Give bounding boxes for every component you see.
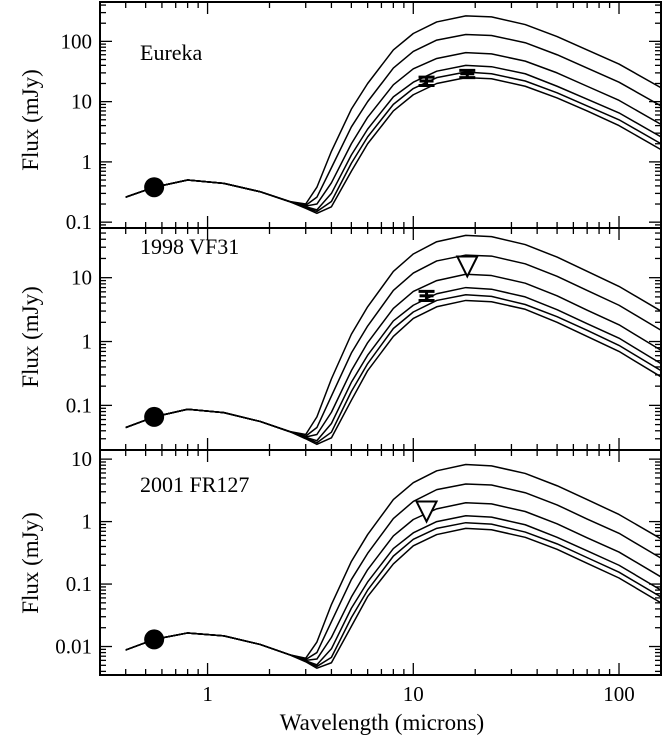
y-tick-label: 10 [71,266,92,290]
y-tick-label: 1 [82,510,93,534]
upper-limit-triangle [414,500,439,524]
y-tick-label: 0.01 [55,635,92,659]
model-curve-4 [125,502,662,662]
y-tick-label: 0.1 [66,210,92,234]
object-label-2001-fr127: 2001 FR127 [140,472,249,497]
panel-1998-vf31: 1998 VF31 Flux (mJy) 0.1 1 10 [18,227,662,451]
model-curve-3 [125,64,662,211]
model-curve-5 [125,483,662,661]
optical-flux-point [144,629,165,650]
model-curve-5 [125,33,662,207]
model-curve-3 [125,286,662,442]
model-curve-2 [125,521,662,668]
x-tick-label: 1 [202,682,213,706]
y-tick-label: 100 [61,29,93,53]
model-curve-4 [125,51,662,207]
flux-errorbar-point [459,68,476,80]
model-curve-3 [125,515,662,666]
model-curve-6 [125,234,662,436]
model-curve-4 [125,273,662,438]
flux-errorbar-point [418,289,435,302]
panel-2001-fr127: 2001 FR127 Flux (mJy) 0.01 0.1 1 10 1 10 100 [18,447,662,706]
x-axis-label: Wavelength (microns) [280,710,484,735]
y-tick-label: 1 [82,330,93,354]
model-curve-2 [125,71,662,213]
y-tick-label: 1 [82,150,93,174]
object-label-eureka: Eureka [140,40,203,65]
y-tick-label: 10 [71,90,92,114]
optical-flux-point [144,177,165,198]
y-tick-label: 0.1 [66,393,92,417]
y-axis-label-2001-fr127: Flux (mJy) [18,512,43,614]
x-tick-label: 100 [603,682,635,706]
optical-flux-point [144,406,165,427]
panel-eureka: Eureka Flux (mJy) 0.1 1 10 100 [18,1,662,234]
x-tick-label: 10 [403,682,424,706]
model-curve-2 [125,294,662,444]
y-axis-label-1998-vf31: Flux (mJy) [18,286,43,388]
object-label-1998-vf31: 1998 VF31 [140,234,239,259]
model-curve-5 [125,254,662,437]
plot-frame [99,1,662,229]
y-axis-label-eureka: Flux (mJy) [18,69,43,171]
plot-frame [99,449,662,676]
upper-limit-triangle [455,255,479,279]
y-tick-label: 0.1 [66,572,92,596]
y-tick-label: 10 [71,447,92,471]
model-curve-6 [125,463,662,659]
flux-errorbar-point [418,75,435,88]
model-curve-6 [125,15,662,205]
